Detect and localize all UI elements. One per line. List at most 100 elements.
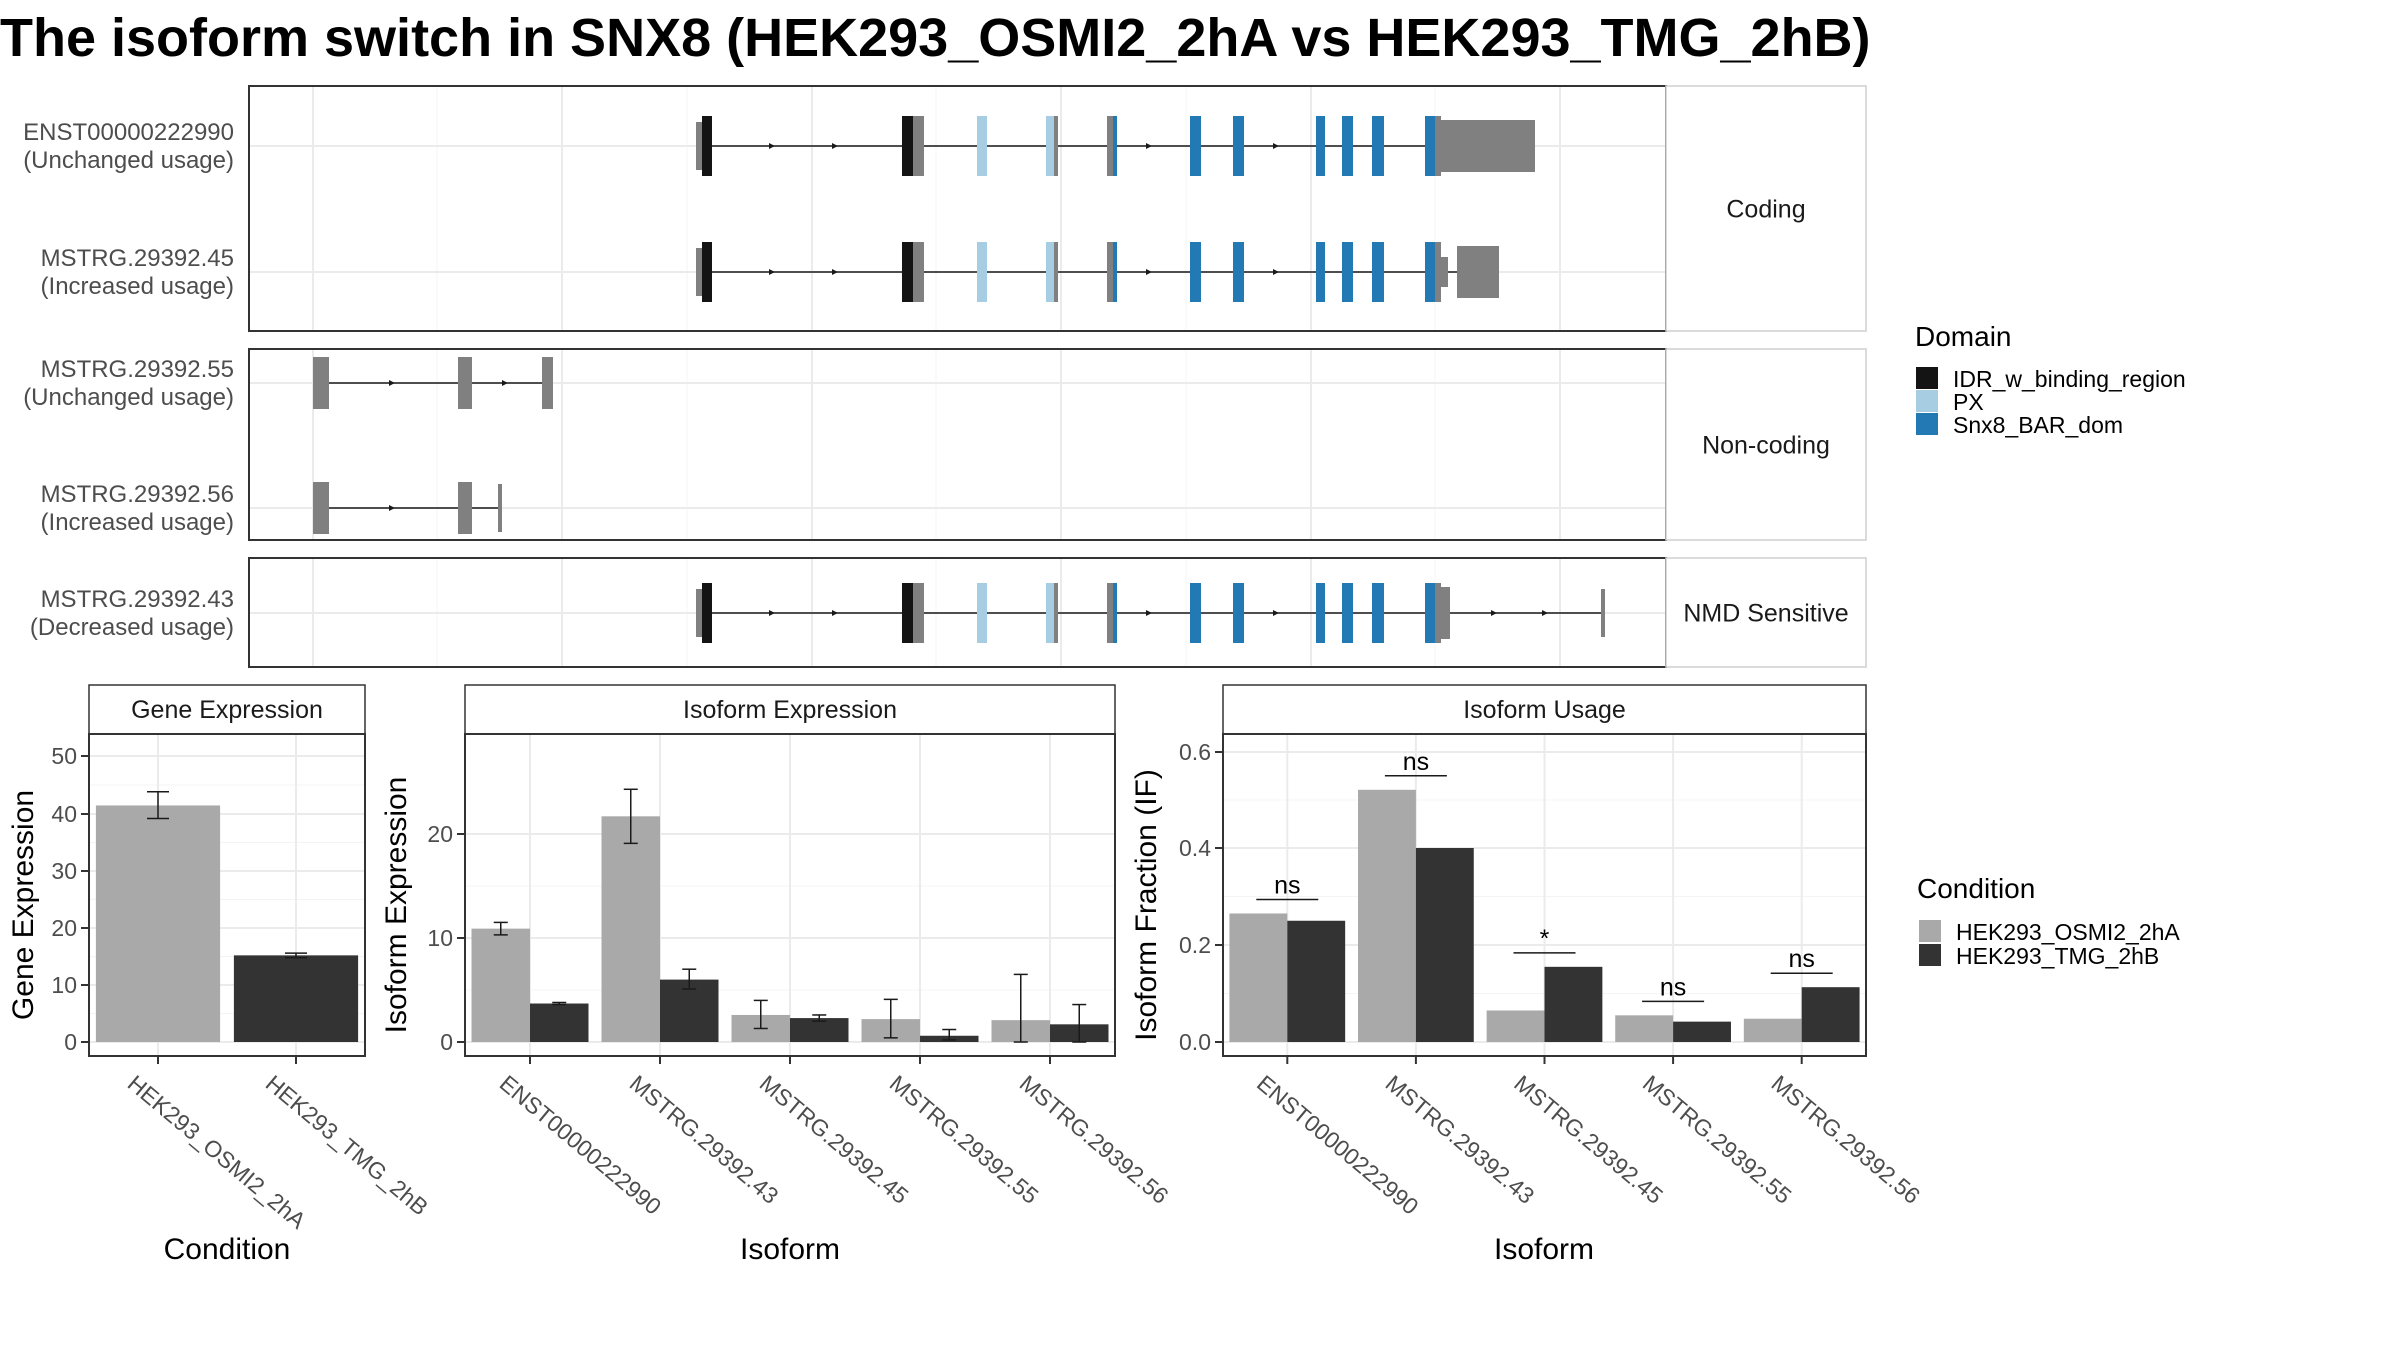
chart-2-bar-s0-1 xyxy=(1358,789,1416,1042)
chart-2-bar-s1-1 xyxy=(1415,848,1474,1042)
MSTRG.29392.43-exon-14 xyxy=(1425,583,1435,643)
ENST00000222990-exon-5 xyxy=(1046,116,1054,176)
chart-1-bar-s0-0 xyxy=(471,928,530,1042)
MSTRG.29392.45-exon-13 xyxy=(1372,242,1384,302)
legend-swatch-cond2 xyxy=(1919,944,1941,966)
ENST00000222990-exon-0 xyxy=(696,122,703,170)
MSTRG.29392.55-arrow-0 xyxy=(389,380,395,386)
ENST00000222990-exon-2 xyxy=(902,116,913,176)
MSTRG.29392.43-exon-0 xyxy=(696,589,703,637)
transcript-id-label: ENST00000222990 xyxy=(23,119,234,146)
ENST00000222990-exon-14 xyxy=(1425,116,1435,176)
MSTRG.29392.43-exon-6 xyxy=(1054,583,1058,643)
structure-group-label: NMD Sensitive xyxy=(1683,600,1848,628)
gene-expression-bar-0 xyxy=(95,805,221,1042)
significance-label-3: ns xyxy=(1660,973,1686,1001)
chart-1-bar-s0-1 xyxy=(601,816,660,1042)
chart-2-ylabel: Isoform Fraction (IF) xyxy=(1130,769,1163,1041)
MSTRG.29392.45-exon-14 xyxy=(1425,242,1435,302)
transcript-usage-label: (Increased usage) xyxy=(41,509,234,536)
ENST00000222990-arrow-2 xyxy=(1146,143,1152,149)
chart-0-border xyxy=(88,733,366,1057)
ENST00000222990-exon-10 xyxy=(1233,116,1244,176)
MSTRG.29392.55-exon-2 xyxy=(542,357,553,409)
ENST00000222990-exon-15 xyxy=(1435,116,1441,176)
MSTRG.29392.45-exon-8 xyxy=(1113,242,1117,302)
chart-2-bar-s0-2 xyxy=(1486,1010,1545,1042)
MSTRG.29392.56-last-exon xyxy=(498,484,502,532)
chart-2-xlabel: Isoform xyxy=(1494,1233,1594,1266)
structure-strip-2 xyxy=(1665,557,1867,668)
MSTRG.29392.43-exon-13 xyxy=(1372,583,1384,643)
MSTRG.29392.43-utr-0 xyxy=(1441,587,1450,639)
chart-0-ytick-label: 10 xyxy=(51,972,77,998)
MSTRG.29392.43-exon-1 xyxy=(702,583,712,643)
transcript-id-label: MSTRG.29392.45 xyxy=(41,245,234,272)
transcript-id-label: MSTRG.29392.55 xyxy=(41,356,234,383)
chart-1-ylabel: Isoform Expression xyxy=(380,777,413,1034)
MSTRG.29392.56-arrow-0 xyxy=(389,505,395,511)
structure-strip-0 xyxy=(1665,85,1867,332)
transcript-usage-label: (Unchanged usage) xyxy=(23,384,234,411)
MSTRG.29392.43-exon-15 xyxy=(1435,583,1441,643)
ENST00000222990-exon-13 xyxy=(1372,116,1384,176)
chart-2-ytick-label: 0.0 xyxy=(1179,1029,1211,1055)
MSTRG.29392.43-arrow-2 xyxy=(1146,610,1152,616)
ENST00000222990-arrow-3 xyxy=(1273,143,1279,149)
MSTRG.29392.45-arrow-2 xyxy=(1146,269,1152,275)
MSTRG.29392.56-exon-1 xyxy=(458,482,472,534)
MSTRG.29392.43-exon-2 xyxy=(902,583,913,643)
legend-swatch-px xyxy=(1916,390,1938,412)
MSTRG.29392.43-exon-9 xyxy=(1190,583,1201,643)
legend-label-cond2: HEK293_TMG_2hB xyxy=(1956,943,2159,969)
chart-1-xlabel: Isoform xyxy=(740,1233,840,1266)
MSTRG.29392.45-exon-11 xyxy=(1316,242,1325,302)
chart-2-bar-s1-0 xyxy=(1287,920,1346,1042)
chart-1-title: Isoform Expression xyxy=(683,696,897,724)
MSTRG.29392.45-exon-2 xyxy=(902,242,913,302)
MSTRG.29392.43-exon-4 xyxy=(977,583,987,643)
MSTRG.29392.43-exon-12 xyxy=(1342,583,1353,643)
chart-2-bar-s0-3 xyxy=(1615,1015,1674,1042)
MSTRG.29392.43-exon-5 xyxy=(1046,583,1054,643)
significance-label-0: ns xyxy=(1274,871,1300,899)
chart-1-bar-s1-1 xyxy=(660,979,719,1042)
MSTRG.29392.45-arrow-1 xyxy=(832,269,838,275)
ENST00000222990-utr-0 xyxy=(1441,120,1535,172)
legend-label-bar-dom: Snx8_BAR_dom xyxy=(1953,412,2123,438)
MSTRG.29392.43-arrow-4 xyxy=(1491,610,1497,616)
MSTRG.29392.45-exon-9 xyxy=(1190,242,1201,302)
legend-label-idr: IDR_w_binding_region xyxy=(1953,366,2186,392)
transcript-usage-label: (Decreased usage) xyxy=(30,614,234,641)
ENST00000222990-exon-3 xyxy=(913,116,924,176)
ENST00000222990-exon-6 xyxy=(1054,116,1058,176)
MSTRG.29392.55-exon-1 xyxy=(458,357,472,409)
condition-legend-title: Condition xyxy=(1917,873,2035,904)
MSTRG.29392.45-utr-0 xyxy=(1441,257,1448,287)
domain-legend: Domain IDR_w_binding_region PX Snx8_BAR_… xyxy=(1915,321,2186,438)
page-title: The isoform switch in SNX8 (HEK293_OSMI2… xyxy=(0,8,1871,68)
MSTRG.29392.55-arrow-1 xyxy=(502,380,508,386)
MSTRG.29392.45-exon-1 xyxy=(702,242,712,302)
MSTRG.29392.43-arrow-1 xyxy=(832,610,838,616)
MSTRG.29392.43-arrow-0 xyxy=(769,610,775,616)
MSTRG.29392.45-arrow-3 xyxy=(1273,269,1279,275)
MSTRG.29392.43-exon-3 xyxy=(913,583,924,643)
MSTRG.29392.45-exon-10 xyxy=(1233,242,1244,302)
significance-label-1: ns xyxy=(1403,748,1429,776)
structure-strip-1 xyxy=(1665,348,1867,541)
MSTRG.29392.45-exon-3 xyxy=(913,242,924,302)
chart-1-bar-s1-2 xyxy=(790,1018,849,1042)
structure-group-label: Coding xyxy=(1726,196,1805,224)
MSTRG.29392.43-last-exon xyxy=(1601,589,1605,637)
MSTRG.29392.45-utr-1 xyxy=(1457,246,1499,298)
chart-0-xlabel: Condition xyxy=(164,1233,291,1266)
chart-2-ytick-label: 0.6 xyxy=(1179,739,1211,765)
transcript-structure-panel: Coding Non-coding NMD Sensitive ENST0000022… xyxy=(23,85,1867,668)
transcript-usage-label: (Increased usage) xyxy=(41,273,234,300)
chart-0-ytick-label: 30 xyxy=(51,858,77,884)
MSTRG.29392.43-exon-8 xyxy=(1113,583,1117,643)
chart-0-ylabel: Gene Expression xyxy=(7,790,40,1020)
ENST00000222990-exon-9 xyxy=(1190,116,1201,176)
